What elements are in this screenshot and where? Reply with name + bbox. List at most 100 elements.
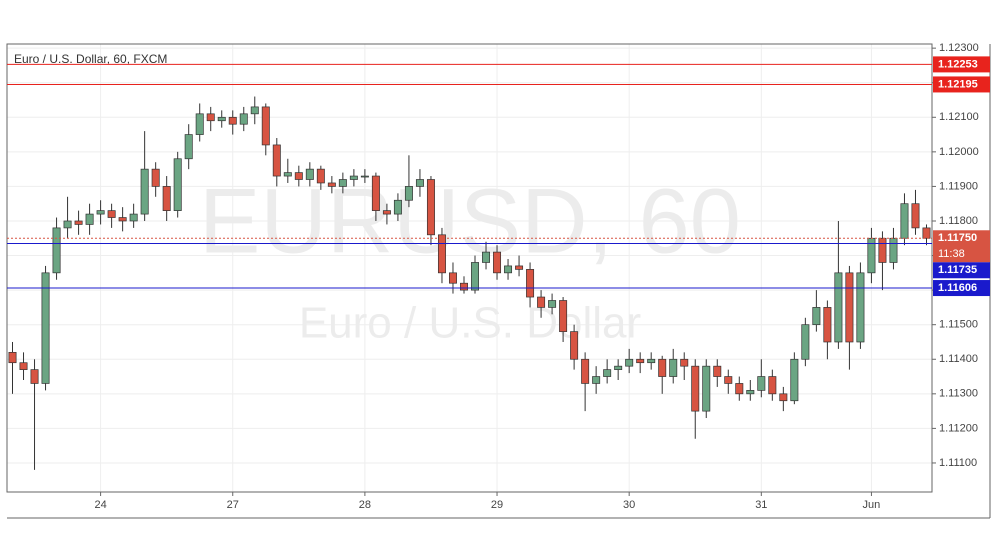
level-label-box [933, 280, 990, 297]
y-tick-label: 1.11200 [939, 422, 978, 434]
level-label: 1.12195 [938, 78, 978, 90]
candle-body [790, 358, 799, 402]
candle-body [129, 213, 138, 222]
candle-body [140, 168, 149, 215]
candle-body [614, 365, 623, 370]
candle-body [393, 199, 402, 215]
candle-body [779, 393, 788, 402]
candle-body [19, 362, 28, 370]
candle-body [834, 272, 843, 343]
candle-body [900, 203, 909, 239]
y-tick-label: 1.11500 [939, 319, 978, 331]
candle-body [482, 251, 491, 263]
level-label: 1.11606 [938, 282, 977, 294]
candle-body [85, 213, 94, 225]
watermark: EURUSD, 60 [199, 170, 741, 272]
y-tick-label: 1.11300 [939, 388, 978, 400]
candle-body [603, 369, 612, 377]
candle-body [680, 358, 689, 367]
candle-body [526, 269, 535, 298]
candle-body [371, 175, 380, 211]
candle-body [415, 179, 424, 187]
candle-body [261, 106, 270, 146]
candle-body [338, 179, 347, 187]
candle-body [504, 265, 513, 274]
candle-body [735, 383, 744, 395]
candle-body [173, 158, 182, 211]
candle-body [889, 237, 898, 263]
candle-body [327, 182, 336, 187]
candle-body [294, 172, 303, 180]
candle-body [581, 358, 590, 384]
countdown-label: 11:38 [938, 248, 965, 260]
x-tick-label: 24 [94, 499, 106, 511]
level-label: 1.11750 [938, 232, 977, 244]
candle-body [823, 307, 832, 343]
candle-body [911, 203, 920, 229]
candle-body [647, 358, 656, 364]
candle-body [845, 272, 854, 343]
candle-body [349, 175, 358, 180]
level-label-box [933, 230, 990, 263]
candle-body [856, 272, 865, 343]
plot-border [6, 43, 933, 493]
x-tick-label: 28 [359, 499, 371, 511]
candle-body [570, 331, 579, 360]
candle-body [746, 390, 755, 395]
chart-title: Euro / U.S. Dollar, 60, FXCM [14, 52, 167, 66]
candle-body [107, 210, 116, 218]
candle-body [151, 168, 160, 187]
y-tick-label: 1.12000 [939, 146, 979, 158]
candle-body [96, 210, 105, 215]
candle-body [272, 144, 281, 177]
candle-body [713, 365, 722, 377]
candle-body [724, 376, 733, 384]
candle-body [305, 168, 314, 180]
candle-body [250, 106, 259, 115]
candle-body [757, 376, 766, 391]
candle-body [316, 168, 325, 184]
candle-body [493, 251, 502, 274]
candle-body [239, 113, 248, 125]
candle-body [118, 217, 127, 222]
candle-body [382, 210, 391, 215]
candle-body [691, 365, 700, 412]
candle-body [437, 234, 446, 274]
candle-body [471, 262, 479, 291]
candle-body [228, 116, 237, 125]
level-label-box [933, 56, 990, 73]
candle-body [184, 134, 193, 160]
candle-body [625, 358, 634, 367]
candle-body [360, 175, 369, 178]
candle-body [30, 369, 39, 384]
candle-body [658, 358, 667, 377]
y-tick-label: 1.11800 [939, 215, 978, 227]
candle-body [63, 220, 72, 229]
candle-body [636, 358, 645, 364]
x-tick-label: 29 [491, 499, 503, 511]
level-label: 1.11735 [938, 264, 977, 276]
candle-body [515, 265, 524, 270]
candle-body [559, 300, 568, 332]
y-tick-label: 1.12300 [939, 42, 979, 54]
y-tick-label: 1.11400 [939, 353, 978, 365]
candle-body [52, 227, 61, 274]
level-label-box [933, 76, 990, 93]
grid [7, 44, 932, 492]
y-tick-label: 1.11900 [939, 180, 978, 192]
candle-body [669, 358, 678, 377]
x-tick-label: Jun [863, 499, 881, 511]
candle-body [768, 376, 777, 395]
level-label: 1.12253 [938, 58, 978, 70]
candle-body [217, 116, 226, 122]
candle-body [8, 351, 17, 364]
candle-body [195, 113, 204, 135]
candle-body [404, 186, 413, 201]
candle-body [548, 300, 557, 308]
candle-body [283, 172, 292, 177]
y-tick-label: 1.12100 [939, 111, 979, 123]
candle-body [537, 296, 546, 308]
candle-body [41, 272, 50, 384]
